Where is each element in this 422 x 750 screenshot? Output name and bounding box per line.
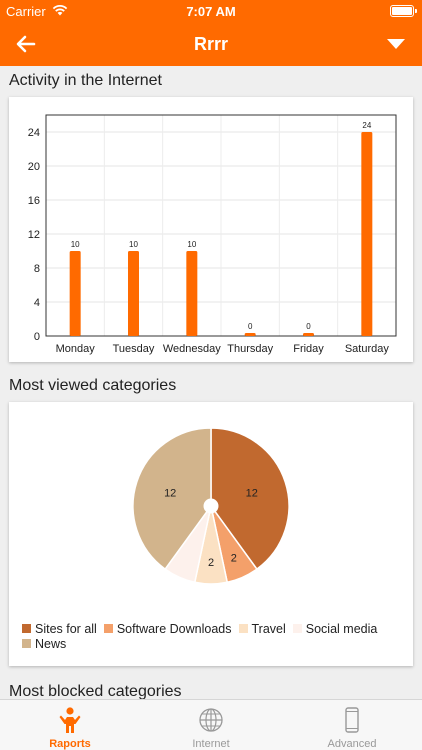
legend-item: Travel [238,622,286,637]
bar-value-label: 0 [248,322,253,331]
page-title: Rrrr [193,34,228,54]
y-tick-label: 8 [34,263,40,275]
pie-value-label: 12 [164,488,176,500]
activity-bar-chart: 0 4 8 12 16 20 24 10 Monday 10 Tuesday 10 Wednesday 0… [28,114,397,355]
categories-legend: Sites for all Software Downloads Travel Soc… [22,622,412,652]
nav-bar: Rrrr [0,22,422,66]
x-tick-label: Wednesday [163,343,221,355]
tab-raports-label: Raports [49,738,91,750]
legend-item: News [22,637,66,652]
wifi-icon [52,5,68,16]
bar-tuesday [128,251,139,336]
back-arrow-icon[interactable] [12,30,40,58]
legend-label: News [35,637,67,651]
categories-section-title: Most viewed categories [9,377,177,394]
pie-slice-sites-for-all [210,427,290,571]
carrier-label: Carrier [6,4,46,19]
y-tick-label: 4 [34,297,40,309]
tab-internet[interactable]: Internet [141,700,281,750]
x-tick-label: Thursday [227,343,273,355]
bar-friday [303,333,314,336]
tab-advanced-label: Advanced [327,738,377,750]
legend-swatch [292,624,302,633]
bar-thursday [244,333,256,336]
bar-saturday [361,132,373,336]
battery-icon [390,5,417,17]
legend-item: Software Downloads [103,622,232,637]
pie-center-hole [203,498,219,514]
legend-swatch [22,639,31,648]
legend-item: Social media [292,622,378,637]
tab-advanced[interactable]: Advanced [282,700,422,750]
activity-chart-card: 0 4 8 12 16 20 24 10 Monday 10 Tuesday 10 Wednesday 0… [9,97,413,362]
activity-section-title: Activity in the Internet [9,72,162,89]
legend-label: Social media [305,622,378,636]
plot-frame [45,114,397,337]
blocked-section-title: Most blocked categories [9,683,182,700]
categories-pie-chart: 12 2 2 12 [132,427,290,585]
status-bar: Carrier 7:07 AM [0,0,422,22]
y-tick-label: 16 [28,195,40,207]
phone-icon [345,707,359,733]
categories-chart-card: 12 2 2 12 [9,402,413,666]
legend-swatch [103,624,113,633]
x-tick-label: Saturday [345,343,390,355]
pie-slice-news [132,427,212,571]
pie-value-label: 12 [246,488,258,500]
tab-bar: Raports Internet Advanced [0,699,422,750]
bar-value-label: 10 [71,240,80,249]
clock: 7:07 AM [186,4,236,19]
globe-icon [199,708,223,732]
chevron-down-icon[interactable] [386,36,406,52]
legend-swatch [238,624,248,633]
y-tick-label: 0 [34,331,40,343]
bar-value-label: 24 [362,121,371,130]
x-tick-label: Tuesday [113,343,155,355]
bar-value-label: 0 [306,322,311,331]
legend-label: Software Downloads [116,622,232,636]
person-icon [59,707,81,733]
pie-value-label: 2 [208,557,214,569]
legend-swatch [22,624,31,633]
legend-label: Sites for all [35,622,97,636]
bar-value-label: 10 [129,240,138,249]
y-tick-label: 20 [28,161,40,173]
tab-raports[interactable]: Raports [0,700,140,750]
pie-value-label: 2 [231,552,237,564]
x-tick-label: Monday [56,343,96,355]
x-tick-label: Friday [293,343,324,355]
legend-item: Sites for all [22,622,97,637]
y-tick-label: 24 [28,127,40,139]
bar-wednesday [186,251,198,336]
legend-label: Travel [251,622,286,636]
tab-internet-label: Internet [192,738,230,750]
y-tick-label: 12 [28,229,40,241]
bar-value-label: 10 [187,240,196,249]
bar-monday [69,251,81,336]
